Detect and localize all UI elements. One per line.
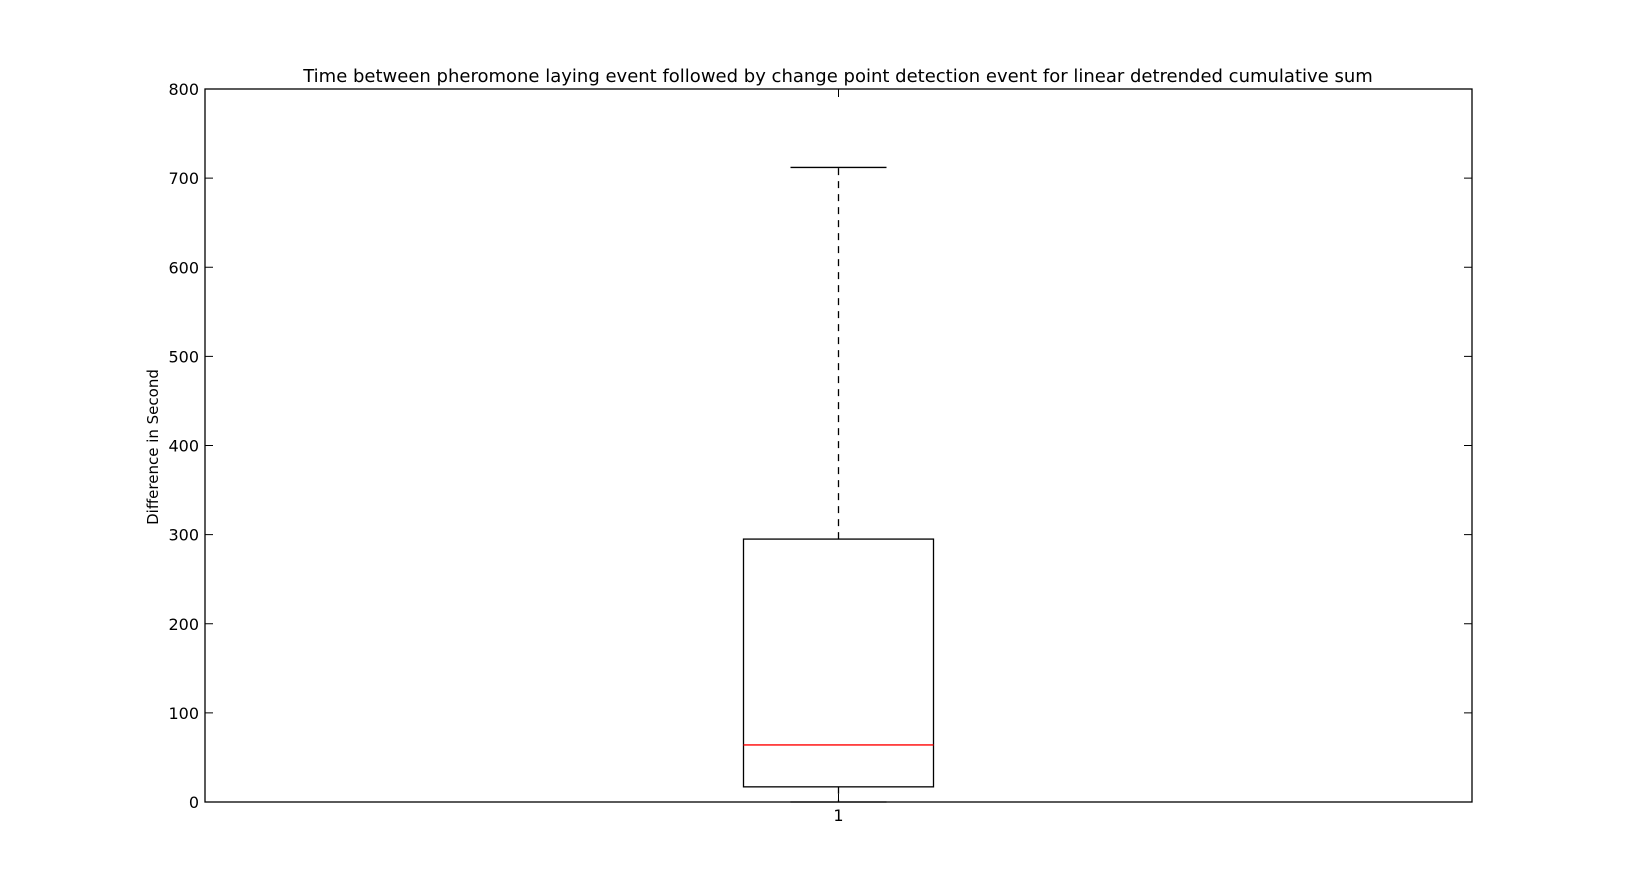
chart-title: Time between pheromone laying event foll… — [302, 66, 1373, 87]
plot-area: 0 100 200 300 400 500 600 700 800 1 — [168, 80, 1473, 825]
y-tick-label: 300 — [168, 526, 199, 545]
y-tick-label: 100 — [168, 704, 199, 723]
y-axis-label: Difference in Second — [144, 369, 162, 525]
y-tick-label: 700 — [168, 169, 199, 188]
y-tick-label: 800 — [168, 80, 199, 99]
y-tick-label: 500 — [168, 347, 199, 366]
x-tick-label: 1 — [833, 806, 843, 825]
y-tick-label: 600 — [168, 258, 199, 277]
y-tick-label: 400 — [168, 437, 199, 456]
y-tick-label: 0 — [189, 793, 199, 812]
box-iqr — [742, 538, 935, 788]
y-tick-label: 200 — [168, 615, 199, 634]
